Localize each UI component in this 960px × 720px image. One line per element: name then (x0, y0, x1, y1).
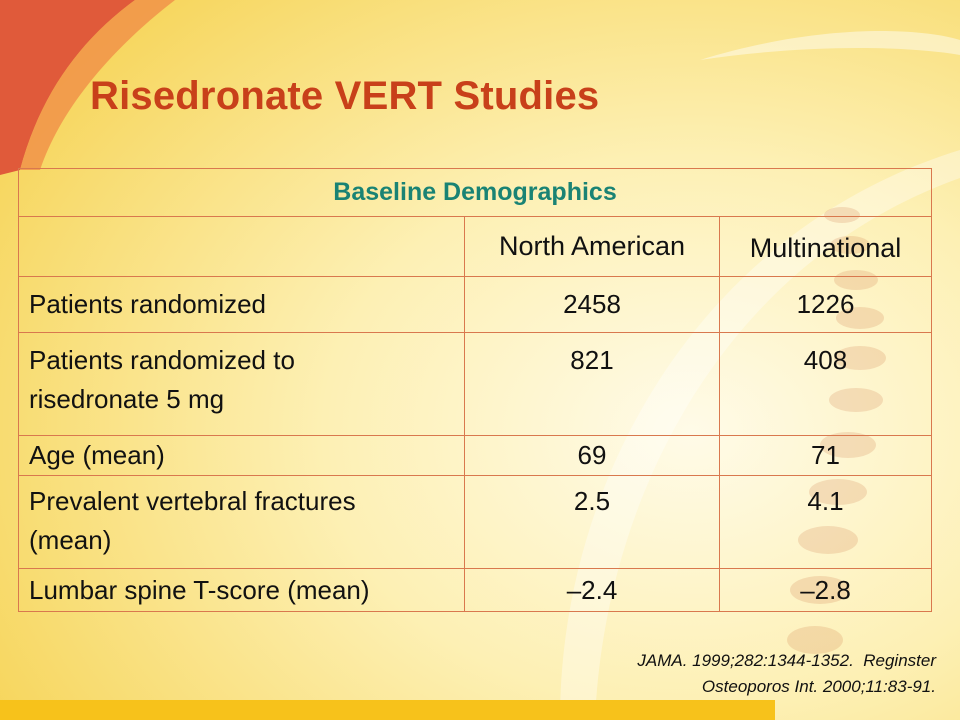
multinational-value: 71 (719, 435, 932, 476)
north-american-value: 2458 (464, 276, 720, 333)
citation-line-2: Osteoporos Int. 2000;11:83-91. (701, 677, 936, 696)
north-american-value: 2.5 (464, 475, 720, 569)
table-group-header-row: Baseline Demographics (18, 168, 932, 217)
table-row: Patients randomized 2458 1226 (18, 276, 932, 333)
row-label: Age (mean) (18, 435, 465, 476)
demographics-table: Baseline Demographics North American Mul… (18, 168, 932, 612)
north-american-value: 821 (464, 332, 720, 436)
row-label: Patients randomized (18, 276, 465, 333)
citation-line-1: JAMA. 1999;282:1344-1352. Reginster (637, 651, 936, 670)
orange-swoosh-shape (20, 0, 175, 170)
table-row: Lumbar spine T-score (mean) –2.4 –2.8 (18, 568, 932, 612)
table-column-header-row: North American Multinational (18, 216, 932, 277)
column-header-blank (18, 216, 465, 277)
multinational-value: –2.8 (719, 568, 932, 612)
citation: JAMA. 1999;282:1344-1352. Reginster Oste… (637, 648, 936, 700)
row-label: Lumbar spine T-score (mean) (18, 568, 465, 612)
table-row: Age (mean) 69 71 (18, 435, 932, 476)
table-row: Prevalent vertebral fractures (mean) 2.5… (18, 475, 932, 569)
yellow-arc-shape (700, 31, 960, 60)
red-swoosh-shape (0, 0, 135, 175)
multinational-value: 1226 (719, 276, 932, 333)
row-label: Prevalent vertebral fractures (mean) (18, 475, 465, 569)
table-row: Patients randomized to risedronate 5 mg … (18, 332, 932, 436)
multinational-value: 4.1 (719, 475, 932, 569)
slide-title: Risedronate VERT Studies (90, 74, 600, 118)
multinational-value: 408 (719, 332, 932, 436)
table-group-header: Baseline Demographics (18, 168, 932, 217)
bottom-bar-shape (0, 700, 775, 720)
north-american-value: 69 (464, 435, 720, 476)
row-label: Patients randomized to risedronate 5 mg (18, 332, 465, 436)
column-header-north-american: North American (464, 216, 720, 277)
north-american-value: –2.4 (464, 568, 720, 612)
column-header-multinational: Multinational (719, 216, 932, 277)
